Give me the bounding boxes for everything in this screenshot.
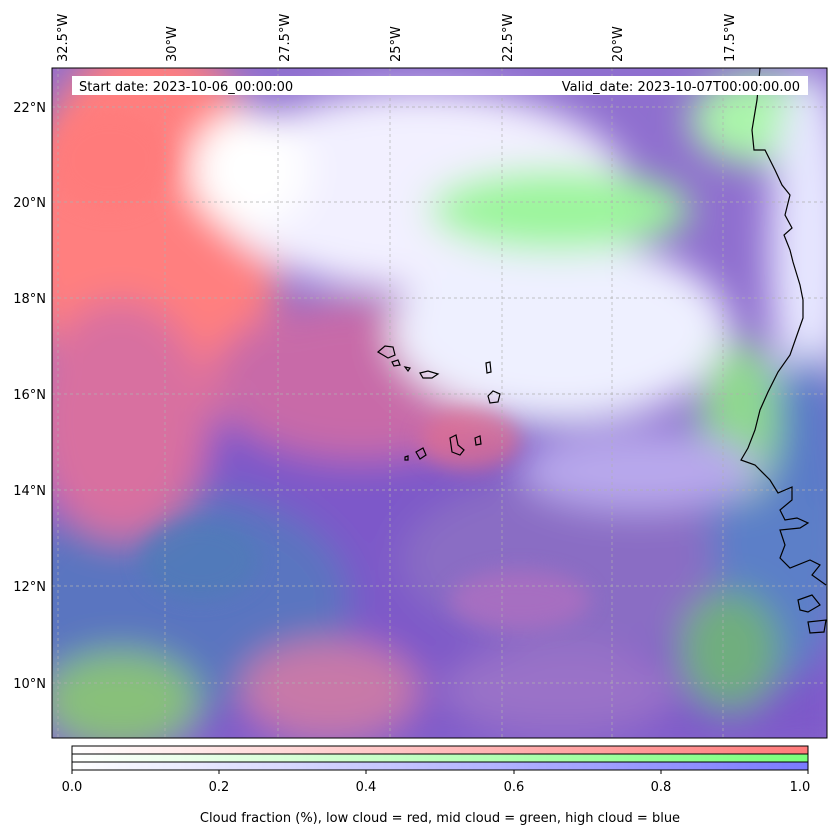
colorbar-tick: 1.0 <box>790 780 811 795</box>
island-brava <box>404 455 409 461</box>
coastlines <box>376 68 827 634</box>
longitude-labels: 32.5°W 30°W 27.5°W 25°W 22.5°W 20°W 17.5… <box>56 14 738 62</box>
lat-label: 10°N <box>13 677 46 692</box>
map-gridlines <box>52 68 827 738</box>
lat-label: 18°N <box>13 292 46 307</box>
guinea-bissau-coast <box>797 594 827 634</box>
map-frame <box>51 67 828 739</box>
lat-label: 14°N <box>13 484 46 499</box>
lon-label: 17.5°W <box>723 14 738 62</box>
island-sao-vicente <box>391 359 401 367</box>
colorbar-tick: 0.4 <box>356 780 377 795</box>
latitude-labels: 22°N 20°N 18°N 16°N 14°N 12°N 10°N <box>13 101 46 692</box>
colorbar-low-cloud <box>72 746 808 754</box>
lat-label: 16°N <box>13 388 46 403</box>
island-sao-nicolau <box>419 370 440 379</box>
lon-label: 32.5°W <box>56 14 71 62</box>
island-santo-antao <box>376 345 396 359</box>
lon-label: 30°W <box>165 26 180 62</box>
island-santiago <box>449 434 465 456</box>
colorbar-label: Cloud fraction (%), low cloud = red, mid… <box>200 811 680 826</box>
island-boa-vista <box>487 390 501 404</box>
lon-label: 22.5°W <box>501 14 516 62</box>
valid-date-label: Valid_date: 2023-10-07T00:00:00.00 <box>562 80 800 95</box>
lon-label: 25°W <box>389 26 404 62</box>
start-date-label: Start date: 2023-10-06_00:00:00 <box>79 80 293 95</box>
lon-label: 27.5°W <box>278 14 293 62</box>
lon-label: 20°W <box>611 26 626 62</box>
island-santa-luzia <box>403 366 411 373</box>
colorbar-tick: 0.0 <box>62 780 83 795</box>
colorbar-tick: 0.2 <box>209 780 230 795</box>
colorbar-high-cloud <box>72 762 808 770</box>
africa-coastline <box>740 68 827 586</box>
island-maio <box>474 435 482 446</box>
cloud-field <box>52 68 827 738</box>
colorbar-mid-cloud <box>72 754 808 762</box>
lat-label: 12°N <box>13 580 46 595</box>
lat-label: 20°N <box>13 196 46 211</box>
colorbar-tick: 0.8 <box>651 780 672 795</box>
colorbar: 0.0 0.2 0.4 0.6 0.8 1.0 Cloud fraction (… <box>62 745 811 826</box>
island-sal <box>485 361 492 374</box>
lat-label: 22°N <box>13 101 46 116</box>
colorbar-tick: 0.6 <box>504 780 525 795</box>
island-fogo <box>415 447 427 460</box>
header-box <box>72 76 808 95</box>
